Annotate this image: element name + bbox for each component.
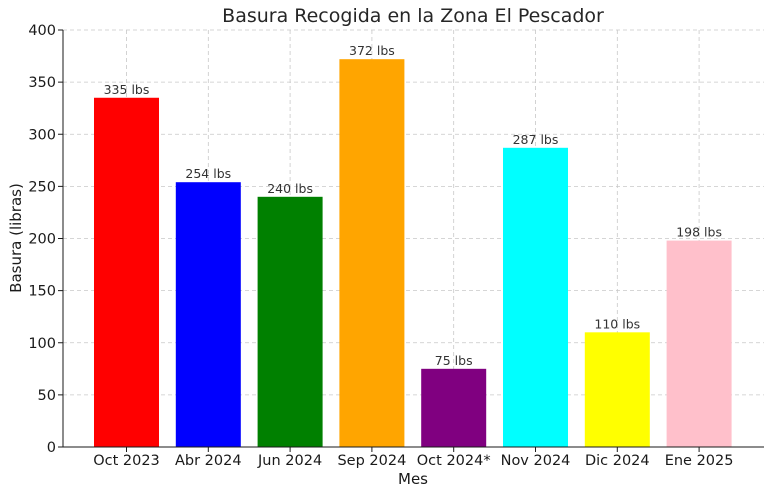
y-tick-label: 250 xyxy=(28,179,56,195)
y-axis-title: Basura (libras) xyxy=(7,183,25,293)
axis-layer: 0 50 100 150 200 250 300 350 400 Oct 2023 Abr 2024… xyxy=(28,23,764,469)
y-tick-label: 100 xyxy=(28,336,56,352)
x-tick-label: Nov 2024 xyxy=(501,453,571,469)
data-label-layer: 335 lbs 254 lbs 240 lbs 372 lbs 75 lbs 287 lb… xyxy=(104,43,722,368)
x-tick-label: Dic 2024 xyxy=(585,453,650,469)
y-tick-label: 400 xyxy=(28,23,56,39)
y-tick-label: 350 xyxy=(28,75,56,91)
x-tick-label: Oct 2023 xyxy=(93,453,160,469)
x-tick-label: Jun 2024 xyxy=(257,453,322,469)
bar xyxy=(503,147,568,448)
x-tick-label: Oct 2024* xyxy=(417,453,491,469)
bar xyxy=(257,196,323,447)
bar xyxy=(339,59,405,447)
y-tick-label: 0 xyxy=(47,440,56,456)
bar-value-label: 287 lbs xyxy=(513,132,559,147)
bar-layer xyxy=(94,59,732,448)
chart-title: Basura Recogida en la Zona El Pescador xyxy=(222,5,604,27)
grid-layer xyxy=(63,29,764,447)
x-tick-label: Abr 2024 xyxy=(175,453,242,469)
bar xyxy=(175,182,241,447)
bar-value-label: 198 lbs xyxy=(676,225,722,240)
bar-value-label: 254 lbs xyxy=(185,166,231,181)
y-tick-label: 300 xyxy=(28,127,56,143)
bar-value-label: 335 lbs xyxy=(104,82,150,97)
bar-value-label: 372 lbs xyxy=(349,43,395,58)
y-tick-label: 50 xyxy=(38,388,56,404)
y-tick-label: 150 xyxy=(28,284,56,300)
x-tick-label: Ene 2025 xyxy=(665,453,734,469)
bar-value-label: 75 lbs xyxy=(435,353,473,368)
y-tick-label: 200 xyxy=(28,232,56,248)
bar-value-label: 110 lbs xyxy=(594,316,640,331)
x-axis-title: Mes xyxy=(398,470,428,488)
bar xyxy=(94,97,159,447)
bar xyxy=(666,240,732,447)
bar-value-label: 240 lbs xyxy=(267,181,313,196)
x-tick-label: Sep 2024 xyxy=(337,453,406,469)
bar xyxy=(421,368,487,447)
bar xyxy=(584,332,650,447)
